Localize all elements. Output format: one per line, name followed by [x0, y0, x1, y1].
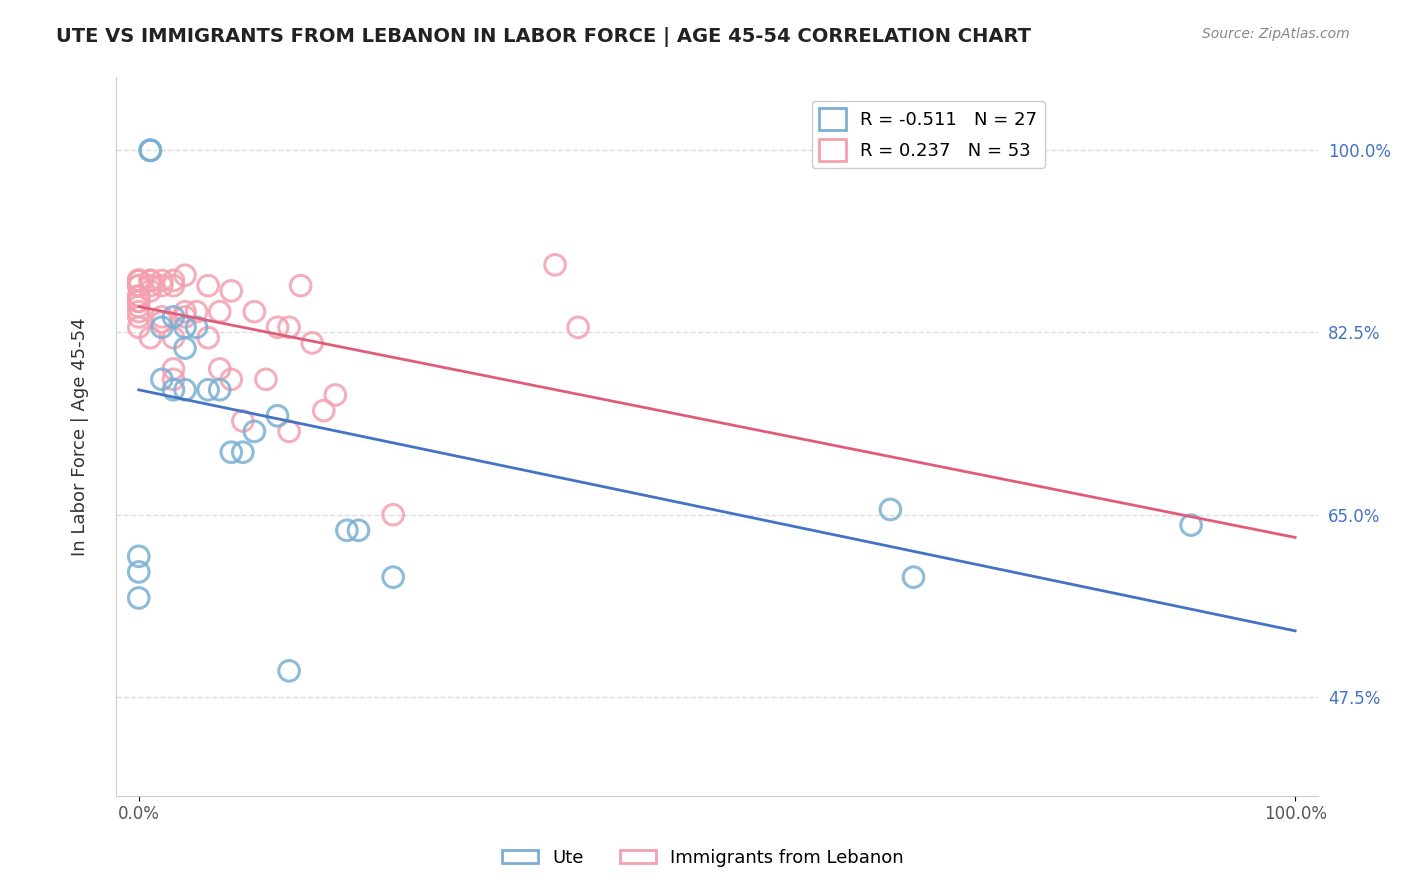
Point — [266, 409, 288, 423]
Point — [347, 523, 370, 537]
Point — [162, 331, 184, 345]
Point — [208, 383, 231, 397]
Point — [139, 331, 162, 345]
Point — [162, 372, 184, 386]
Point — [219, 445, 242, 459]
Point — [312, 403, 335, 417]
Point — [150, 315, 173, 329]
Point — [150, 310, 173, 324]
Point — [232, 414, 254, 428]
Point — [128, 304, 150, 318]
Point — [219, 284, 242, 298]
Text: Source: ZipAtlas.com: Source: ZipAtlas.com — [1202, 27, 1350, 41]
Point — [382, 570, 405, 584]
Point — [186, 320, 208, 334]
Point — [128, 294, 150, 309]
Point — [197, 383, 219, 397]
Point — [278, 320, 301, 334]
Point — [139, 284, 162, 298]
Point — [879, 502, 901, 516]
Point — [544, 258, 567, 272]
Point — [567, 320, 589, 334]
Point — [139, 144, 162, 158]
Point — [139, 278, 162, 293]
Point — [128, 273, 150, 287]
Point — [128, 273, 150, 287]
Point — [336, 523, 359, 537]
Text: UTE VS IMMIGRANTS FROM LEBANON IN LABOR FORCE | AGE 45-54 CORRELATION CHART: UTE VS IMMIGRANTS FROM LEBANON IN LABOR … — [56, 27, 1031, 46]
Point — [382, 508, 405, 522]
Point — [243, 304, 266, 318]
Point — [128, 565, 150, 579]
Point — [139, 273, 162, 287]
Point — [139, 144, 162, 158]
Point — [128, 294, 150, 309]
Point — [174, 304, 197, 318]
Point — [128, 289, 150, 303]
Point — [290, 278, 312, 293]
Point — [174, 320, 197, 334]
Point — [174, 268, 197, 283]
Legend: Ute, Immigrants from Lebanon: Ute, Immigrants from Lebanon — [495, 842, 911, 874]
Point — [162, 362, 184, 376]
Point — [150, 320, 173, 334]
Point — [208, 304, 231, 318]
Point — [903, 570, 925, 584]
Point — [139, 273, 162, 287]
Point — [266, 320, 288, 334]
Point — [208, 362, 231, 376]
Point — [128, 278, 150, 293]
Point — [243, 425, 266, 439]
Point — [197, 331, 219, 345]
Point — [174, 310, 197, 324]
Point — [128, 300, 150, 314]
Point — [278, 664, 301, 678]
Point — [139, 144, 162, 158]
Point — [128, 310, 150, 324]
Point — [254, 372, 277, 386]
Point — [162, 383, 184, 397]
Point — [325, 388, 347, 402]
Point — [150, 372, 173, 386]
Point — [128, 278, 150, 293]
Point — [128, 273, 150, 287]
Point — [139, 273, 162, 287]
Point — [150, 278, 173, 293]
Point — [162, 278, 184, 293]
Point — [186, 304, 208, 318]
Point — [128, 591, 150, 605]
Point — [128, 549, 150, 564]
Point — [278, 425, 301, 439]
Point — [128, 320, 150, 334]
Point — [128, 289, 150, 303]
Point — [162, 310, 184, 324]
Point — [197, 278, 219, 293]
Point — [128, 273, 150, 287]
Point — [1180, 518, 1202, 533]
Point — [128, 273, 150, 287]
Point — [150, 273, 173, 287]
Point — [174, 383, 197, 397]
Point — [301, 335, 323, 350]
Point — [219, 372, 242, 386]
Point — [174, 341, 197, 355]
Y-axis label: In Labor Force | Age 45-54: In Labor Force | Age 45-54 — [72, 318, 89, 556]
Legend: R = -0.511   N = 27, R = 0.237   N = 53: R = -0.511 N = 27, R = 0.237 N = 53 — [811, 101, 1045, 169]
Point — [162, 273, 184, 287]
Point — [232, 445, 254, 459]
